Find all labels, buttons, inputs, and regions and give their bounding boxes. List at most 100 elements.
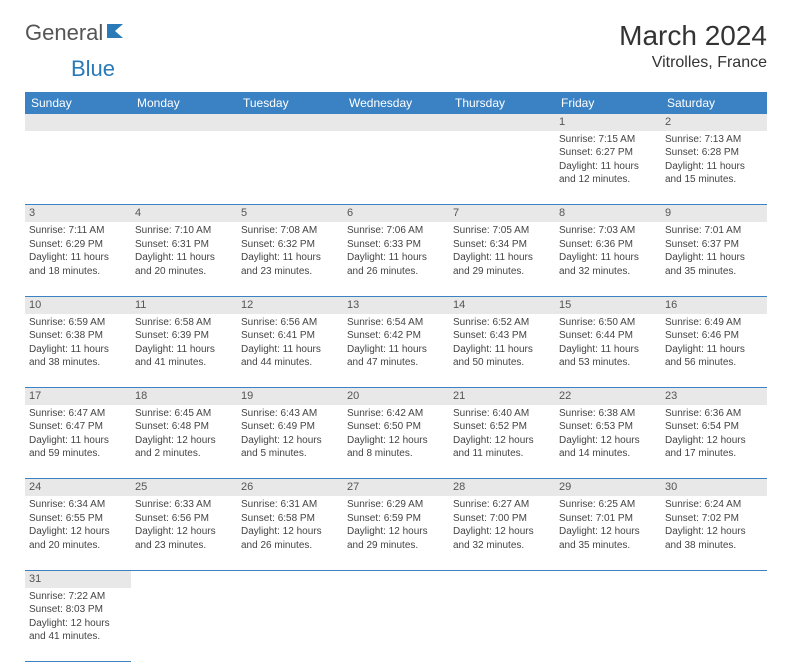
- daylight-line-1: Daylight: 11 hours: [347, 343, 445, 357]
- daylight-line-1: Daylight: 11 hours: [135, 251, 233, 265]
- daylight-line-2: and 23 minutes.: [135, 539, 233, 553]
- daylight-line-1: Daylight: 11 hours: [665, 343, 763, 357]
- week-row: Sunrise: 7:11 AMSunset: 6:29 PMDaylight:…: [25, 222, 767, 296]
- daylight-line-2: and 8 minutes.: [347, 447, 445, 461]
- day-cell: Sunrise: 6:50 AMSunset: 6:44 PMDaylight:…: [555, 314, 661, 388]
- day-cell: [131, 588, 237, 662]
- day-cell: Sunrise: 7:08 AMSunset: 6:32 PMDaylight:…: [237, 222, 343, 296]
- day-number: 24: [25, 479, 131, 496]
- day-cell: [131, 131, 237, 205]
- sunset-line: Sunset: 6:46 PM: [665, 329, 763, 343]
- sunset-line: Sunset: 6:52 PM: [453, 420, 551, 434]
- sunrise-line: Sunrise: 6:45 AM: [135, 407, 233, 421]
- sunrise-line: Sunrise: 6:58 AM: [135, 316, 233, 330]
- sunset-line: Sunset: 6:54 PM: [665, 420, 763, 434]
- daylight-line-2: and 38 minutes.: [29, 356, 127, 370]
- day-number: [661, 570, 767, 587]
- day-cell: Sunrise: 7:11 AMSunset: 6:29 PMDaylight:…: [25, 222, 131, 296]
- daylight-line-2: and 11 minutes.: [453, 447, 551, 461]
- daylight-line-1: Daylight: 11 hours: [29, 434, 127, 448]
- sunset-line: Sunset: 6:49 PM: [241, 420, 339, 434]
- day-number-row: 10111213141516: [25, 296, 767, 313]
- daylight-line-2: and 23 minutes.: [241, 265, 339, 279]
- sunset-line: Sunset: 6:44 PM: [559, 329, 657, 343]
- day-number: 17: [25, 388, 131, 405]
- sunrise-line: Sunrise: 6:54 AM: [347, 316, 445, 330]
- weekday-header: Friday: [555, 92, 661, 114]
- day-number: [131, 114, 237, 131]
- day-number-row: 17181920212223: [25, 388, 767, 405]
- sunrise-line: Sunrise: 6:40 AM: [453, 407, 551, 421]
- day-cell: Sunrise: 6:31 AMSunset: 6:58 PMDaylight:…: [237, 496, 343, 570]
- daylight-line-2: and 17 minutes.: [665, 447, 763, 461]
- weekday-header: Monday: [131, 92, 237, 114]
- daylight-line-1: Daylight: 12 hours: [29, 617, 127, 631]
- day-cell: Sunrise: 6:56 AMSunset: 6:41 PMDaylight:…: [237, 314, 343, 388]
- day-cell: Sunrise: 6:45 AMSunset: 6:48 PMDaylight:…: [131, 405, 237, 479]
- daylight-line-1: Daylight: 12 hours: [559, 434, 657, 448]
- daylight-line-1: Daylight: 11 hours: [347, 251, 445, 265]
- sunrise-line: Sunrise: 6:24 AM: [665, 498, 763, 512]
- day-number: [25, 114, 131, 131]
- day-number: 2: [661, 114, 767, 131]
- day-cell: Sunrise: 7:03 AMSunset: 6:36 PMDaylight:…: [555, 222, 661, 296]
- sunrise-line: Sunrise: 6:31 AM: [241, 498, 339, 512]
- daylight-line-2: and 20 minutes.: [135, 265, 233, 279]
- day-cell: Sunrise: 6:42 AMSunset: 6:50 PMDaylight:…: [343, 405, 449, 479]
- day-cell: Sunrise: 6:52 AMSunset: 6:43 PMDaylight:…: [449, 314, 555, 388]
- sunset-line: Sunset: 6:50 PM: [347, 420, 445, 434]
- day-cell: [661, 588, 767, 662]
- sunset-line: Sunset: 6:27 PM: [559, 146, 657, 160]
- sunrise-line: Sunrise: 7:15 AM: [559, 133, 657, 147]
- day-number: 9: [661, 205, 767, 222]
- day-cell: [25, 131, 131, 205]
- day-number: [237, 570, 343, 587]
- daylight-line-2: and 2 minutes.: [135, 447, 233, 461]
- day-number-row: 3456789: [25, 205, 767, 222]
- day-cell: [343, 588, 449, 662]
- daylight-line-2: and 5 minutes.: [241, 447, 339, 461]
- day-cell: [449, 588, 555, 662]
- daylight-line-1: Daylight: 12 hours: [135, 525, 233, 539]
- day-number: 28: [449, 479, 555, 496]
- day-number: 6: [343, 205, 449, 222]
- sunset-line: Sunset: 6:28 PM: [665, 146, 763, 160]
- daylight-line-1: Daylight: 11 hours: [559, 160, 657, 174]
- day-cell: Sunrise: 7:15 AMSunset: 6:27 PMDaylight:…: [555, 131, 661, 205]
- sunrise-line: Sunrise: 6:42 AM: [347, 407, 445, 421]
- daylight-line-2: and 18 minutes.: [29, 265, 127, 279]
- sunrise-line: Sunrise: 7:06 AM: [347, 224, 445, 238]
- sunrise-line: Sunrise: 6:43 AM: [241, 407, 339, 421]
- daylight-line-2: and 15 minutes.: [665, 173, 763, 187]
- sunset-line: Sunset: 6:32 PM: [241, 238, 339, 252]
- sunset-line: Sunset: 6:56 PM: [135, 512, 233, 526]
- day-cell: Sunrise: 6:36 AMSunset: 6:54 PMDaylight:…: [661, 405, 767, 479]
- logo-text-2: Blue: [71, 56, 115, 81]
- daylight-line-1: Daylight: 12 hours: [665, 525, 763, 539]
- day-cell: [449, 131, 555, 205]
- daylight-line-2: and 32 minutes.: [453, 539, 551, 553]
- day-number: 26: [237, 479, 343, 496]
- flag-icon: [105, 22, 127, 45]
- daylight-line-2: and 44 minutes.: [241, 356, 339, 370]
- sunrise-line: Sunrise: 7:11 AM: [29, 224, 127, 238]
- day-cell: Sunrise: 7:01 AMSunset: 6:37 PMDaylight:…: [661, 222, 767, 296]
- day-cell: Sunrise: 6:59 AMSunset: 6:38 PMDaylight:…: [25, 314, 131, 388]
- day-number: [449, 114, 555, 131]
- day-cell: Sunrise: 6:40 AMSunset: 6:52 PMDaylight:…: [449, 405, 555, 479]
- day-cell: Sunrise: 6:38 AMSunset: 6:53 PMDaylight:…: [555, 405, 661, 479]
- daylight-line-2: and 41 minutes.: [135, 356, 233, 370]
- daylight-line-2: and 12 minutes.: [559, 173, 657, 187]
- weekday-header: Sunday: [25, 92, 131, 114]
- daylight-line-2: and 20 minutes.: [29, 539, 127, 553]
- day-number: 19: [237, 388, 343, 405]
- daylight-line-2: and 35 minutes.: [665, 265, 763, 279]
- sunset-line: Sunset: 6:38 PM: [29, 329, 127, 343]
- daylight-line-2: and 47 minutes.: [347, 356, 445, 370]
- weekday-header-row: Sunday Monday Tuesday Wednesday Thursday…: [25, 92, 767, 114]
- sunrise-line: Sunrise: 6:49 AM: [665, 316, 763, 330]
- daylight-line-2: and 41 minutes.: [29, 630, 127, 644]
- sunrise-line: Sunrise: 7:03 AM: [559, 224, 657, 238]
- sunset-line: Sunset: 6:59 PM: [347, 512, 445, 526]
- day-cell: Sunrise: 6:54 AMSunset: 6:42 PMDaylight:…: [343, 314, 449, 388]
